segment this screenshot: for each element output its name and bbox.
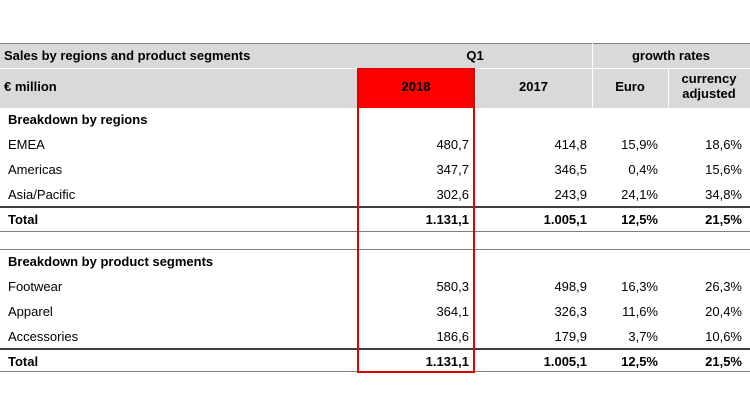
highlight-2018-header [357, 68, 475, 108]
cell-adjusted: 15,6% [705, 162, 742, 177]
period-label: Q1 [466, 48, 484, 63]
cell-2018: 580,3 [436, 279, 469, 294]
cell-euro: 24,1% [621, 187, 658, 202]
total-divider [0, 206, 750, 208]
row-label: Accessories [8, 329, 79, 344]
col-2018: 2018 [401, 79, 431, 94]
row-label: Americas [8, 162, 63, 177]
total-2017: 1.005,1 [543, 212, 587, 227]
cell-2018: 347,7 [436, 162, 469, 177]
total-label: Total [8, 212, 39, 227]
unit-label: € million [4, 79, 57, 94]
col-currency-adjusted: currency adjusted [681, 71, 737, 101]
cell-2017: 179,9 [554, 329, 587, 344]
cell-2017: 346,5 [554, 162, 587, 177]
row-label: Apparel [8, 304, 53, 319]
total-euro: 12,5% [621, 212, 658, 227]
total-euro: 12,5% [621, 354, 658, 369]
table-title: Sales by regions and product segments [4, 48, 251, 63]
cell-adjusted: 20,4% [705, 304, 742, 319]
row-label: EMEA [8, 137, 45, 152]
cell-2018: 186,6 [436, 329, 469, 344]
header-separator [475, 68, 476, 108]
cell-adjusted: 10,6% [705, 329, 742, 344]
section-title-segments: Breakdown by product segments [8, 254, 214, 269]
cell-adjusted: 34,8% [705, 187, 742, 202]
table-header-row-1 [0, 43, 750, 68]
cell-2017: 326,3 [554, 304, 587, 319]
cell-2017: 498,9 [554, 279, 587, 294]
total-divider [0, 348, 750, 350]
cell-2018: 480,7 [436, 137, 469, 152]
cell-euro: 16,3% [621, 279, 658, 294]
growth-rates-label: growth rates [631, 48, 710, 63]
cell-2018: 302,6 [436, 187, 469, 202]
cell-adjusted: 18,6% [705, 137, 742, 152]
col-2017: 2017 [519, 79, 548, 94]
table-bottom-border [0, 371, 750, 372]
section-divider [0, 231, 750, 232]
cell-euro: 11,6% [622, 304, 658, 319]
sales-table: Sales by regions and product segments Q1… [0, 43, 750, 373]
cell-adjusted: 26,3% [705, 279, 742, 294]
cell-2018: 364,1 [436, 304, 469, 319]
col-euro: Euro [615, 79, 645, 94]
total-2018: 1.131,1 [425, 354, 469, 369]
section-divider [0, 249, 750, 250]
total-adjusted: 21,5% [705, 354, 742, 369]
cell-euro: 0,4% [628, 162, 658, 177]
cell-euro: 15,9% [621, 137, 658, 152]
cell-2017: 414,8 [554, 137, 587, 152]
cell-2017: 243,9 [554, 187, 587, 202]
total-2018: 1.131,1 [425, 212, 469, 227]
cell-euro: 3,7% [628, 329, 658, 344]
header-separator [592, 43, 593, 108]
header-separator [668, 68, 669, 108]
total-2017: 1.005,1 [543, 354, 587, 369]
row-label: Footwear [8, 279, 63, 294]
row-label: Asia/Pacific [8, 187, 76, 202]
total-adjusted: 21,5% [705, 212, 742, 227]
section-title-regions: Breakdown by regions [8, 112, 148, 127]
total-label: Total [8, 354, 39, 369]
